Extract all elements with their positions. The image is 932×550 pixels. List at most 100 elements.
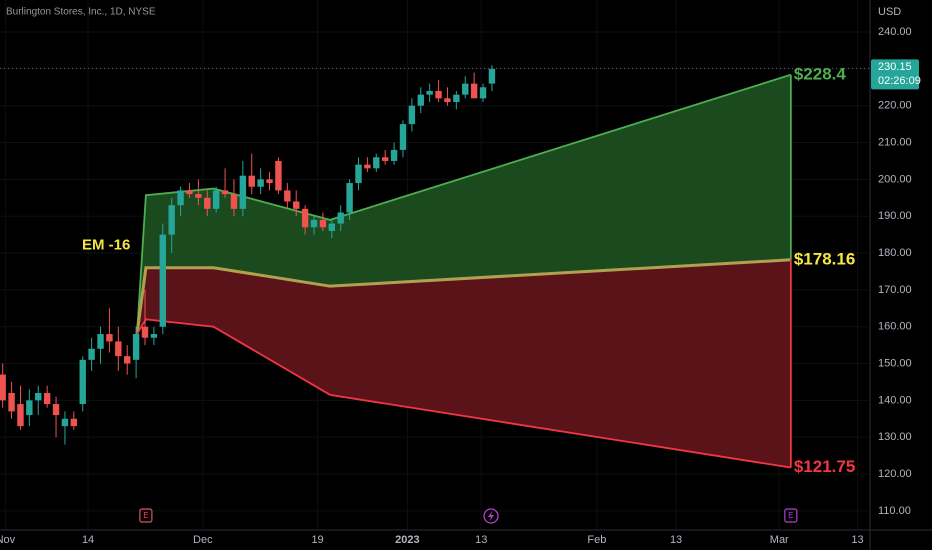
candle-body [275,160,282,191]
candle-body [470,83,478,99]
candle-body [52,404,60,416]
candle-body [444,98,451,103]
chart-title: Burlington Stores, Inc., 1D, NYSE [6,7,156,18]
overlay: $228.4 $178.16 $121.75 EM -16 [0,64,870,476]
candle-body [88,348,95,360]
candle-body [284,190,291,202]
candle-body [346,183,353,213]
x-tick-label: Dec [193,534,213,546]
x-tick-label: 13 [670,534,682,546]
last-price-badge [871,59,919,90]
candle-body [43,392,51,405]
currency-label: USD [878,6,901,18]
earnings-marker [784,508,798,523]
x-tick-label: 13 [851,534,863,546]
candle-body [159,234,166,327]
candle-body [132,334,140,360]
candle-body [408,105,416,125]
candle-body [435,90,442,99]
candles [0,65,496,445]
candle-body [195,194,202,198]
candle-body [186,190,193,195]
x-tick-label: 2023 [395,534,419,546]
earnings-label: E [143,511,148,520]
earnings-marker [139,508,153,523]
candle-body [364,164,371,169]
candle-body [310,219,318,228]
candle-body [26,400,33,416]
candle-body [390,149,398,161]
candle-body [204,197,211,209]
candle-body [35,392,42,401]
candle-body [453,94,460,103]
band-title: EM -16 [82,237,130,254]
candle-body [266,179,273,184]
y-tick-label: 200.00 [878,173,912,185]
dividends-icon [483,508,499,524]
x-tick-label: Mar [770,534,789,546]
candle-body [61,418,69,427]
upper-band-fill [136,74,791,335]
lower-band-label: $121.75 [794,457,855,476]
candle-body [106,334,113,342]
y-tick-label: 150.00 [878,357,912,369]
candle-body [355,164,362,184]
candle-body [417,94,424,106]
earnings-label: E [788,511,793,520]
candle-body [479,87,487,99]
countdown-label: 02:26:09 [878,75,921,87]
candle-body [124,356,131,364]
candle-body [177,190,184,206]
lower-band-fill [136,259,791,468]
candle-body [141,326,149,338]
candle-body [212,190,220,209]
candle-body [17,404,24,427]
candle-body [399,124,407,150]
y-tick-label: 160.00 [878,321,912,333]
candle-body [426,90,433,95]
candle-body [488,68,496,84]
middle-band-label: $178.16 [794,249,855,268]
candle-body [373,157,380,169]
upper-band-label: $228.4 [794,64,847,83]
x-tick-label: 19 [311,534,323,546]
lower-band-line [136,318,791,469]
upper-band-line [136,73,792,335]
middle-band-line [135,258,791,335]
candle-body [115,341,122,357]
candle-body [230,194,238,209]
candle-body [328,223,336,231]
y-tick-label: 240.00 [878,26,912,38]
y-tick-label: 130.00 [878,431,912,443]
candle-body [150,334,158,338]
x-tick-label: Nov [0,534,16,546]
y-tick-label: 110.00 [878,505,911,517]
candle-body [293,201,300,209]
expected-move-bands [135,73,792,469]
y-tick-label: 190.00 [878,210,912,222]
y-tick-label: 120.00 [878,468,912,480]
last-price-label: 230.15 [878,61,912,73]
candle-body [462,83,469,95]
y-tick-label: 220.00 [878,100,912,112]
candle-body [70,418,78,427]
y-tick-label: 210.00 [878,136,912,148]
x-tick-label: Feb [587,534,606,546]
candle-body [168,205,175,235]
x-tick-label: 14 [82,534,94,546]
candle-body [257,179,264,187]
y-tick-label: 180.00 [878,247,912,259]
y-tick-label: 170.00 [878,284,912,296]
candle-body [337,212,344,224]
candle-body [248,175,255,187]
candle-body [8,392,15,412]
candle-body [319,219,327,228]
y-tick-label: 140.00 [878,394,912,406]
candle-body [97,334,104,349]
candle-body [0,374,6,401]
candle-body [221,190,229,195]
x-tick-label: 13 [475,534,487,546]
candle-body [239,175,247,209]
